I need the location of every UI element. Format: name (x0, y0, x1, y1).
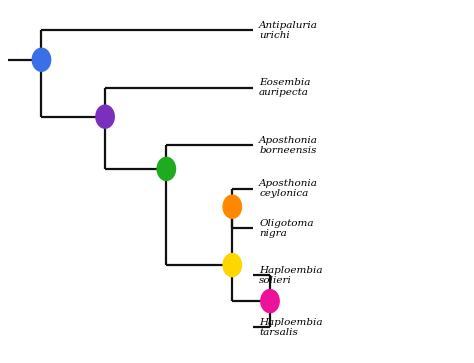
Ellipse shape (156, 157, 176, 181)
Ellipse shape (260, 289, 280, 313)
Text: Oligotoma
nigra: Oligotoma nigra (259, 219, 314, 238)
Ellipse shape (222, 195, 242, 219)
Text: Antipaluria
urichi: Antipaluria urichi (259, 21, 318, 40)
Text: Haploembia
tarsalis: Haploembia tarsalis (259, 318, 323, 337)
Text: Haploembia
solieri: Haploembia solieri (259, 266, 323, 285)
Text: Eosembia
auripecta: Eosembia auripecta (259, 78, 310, 97)
Ellipse shape (32, 48, 51, 72)
Ellipse shape (222, 253, 242, 277)
Text: Aposthonia
ceylonica: Aposthonia ceylonica (259, 179, 318, 198)
Text: Aposthonia
borneensis: Aposthonia borneensis (259, 136, 318, 155)
Ellipse shape (95, 105, 115, 129)
